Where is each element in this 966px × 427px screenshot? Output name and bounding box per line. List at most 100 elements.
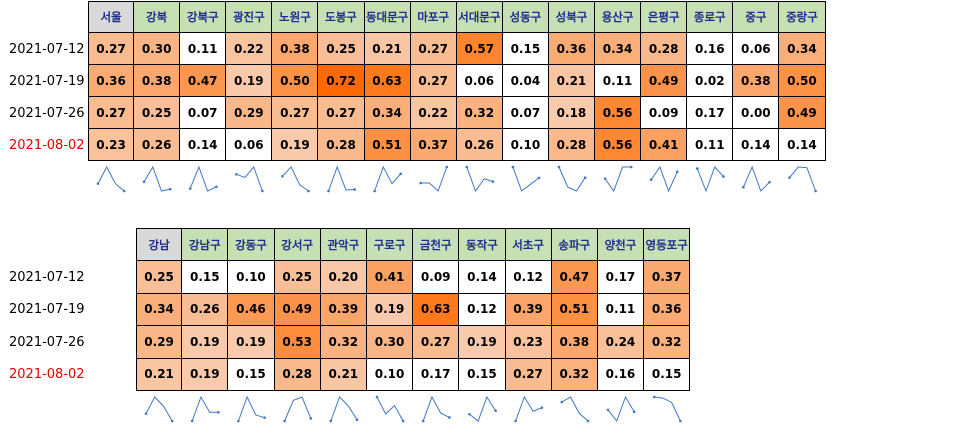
sparkline-point <box>632 410 636 414</box>
value-cell: 0.38 <box>551 326 598 359</box>
sparkline <box>143 165 171 192</box>
value-cell: 0.14 <box>459 261 506 294</box>
column-header: 서초구 <box>505 228 552 261</box>
value-cell: 0.38 <box>272 33 319 65</box>
value-cell: 0.28 <box>641 33 688 65</box>
value-cell: 0.51 <box>551 293 598 326</box>
sparkline-point <box>263 416 266 419</box>
sparkline-point <box>788 176 791 179</box>
value-cell: 0.28 <box>274 358 321 391</box>
column-header: 강남구 <box>182 228 229 261</box>
column-header: 강남 <box>136 228 183 261</box>
sparkline-point <box>511 165 515 169</box>
sparkline-point <box>676 170 679 174</box>
row-date: 2021-07-19 <box>9 73 85 89</box>
value-cell: 0.15 <box>644 358 691 391</box>
value-cell: 0.17 <box>413 358 460 391</box>
sparkline <box>607 395 635 423</box>
value-cell: 0.02 <box>687 65 734 97</box>
sparkline-point <box>603 177 607 181</box>
column-header: 관악구 <box>320 228 367 261</box>
value-cell: 0.23 <box>505 326 552 359</box>
value-cell: 0.34 <box>595 33 642 65</box>
value-cell: 0.21 <box>136 358 183 391</box>
table-corner <box>0 1 88 33</box>
sparkline <box>374 165 402 192</box>
value-cell: 0.27 <box>413 326 460 359</box>
value-cell: 0.11 <box>597 293 645 326</box>
column-header: 중랑구 <box>779 1 826 33</box>
sparkline-point <box>491 180 495 183</box>
value-cell: 0.09 <box>413 261 460 294</box>
value-cell: 0.20 <box>320 261 367 294</box>
top-table: 서울 강북 강북구 광진구 노원구 도봉구 동대문구 마포구 서대문구 성동구 성북구 용산구 은평구 종… <box>0 1 826 161</box>
column-header: 강동구 <box>228 228 275 261</box>
sparkline <box>422 395 450 422</box>
sparkline-point <box>235 173 238 176</box>
sparkline-point <box>307 189 310 193</box>
value-cell: 0.12 <box>459 293 506 326</box>
sparkline <box>97 165 125 192</box>
value-cell: 0.21 <box>320 358 367 391</box>
value-cell: 0.32 <box>320 326 367 359</box>
value-cell: 0.32 <box>456 97 503 129</box>
value-cell: 0.23 <box>88 129 135 161</box>
sparkline-point <box>696 167 699 170</box>
sparkline-point <box>540 406 544 409</box>
value-cell: 0.49 <box>641 65 688 97</box>
sparkline <box>789 166 817 192</box>
value-cell: 0.15 <box>228 358 275 391</box>
value-cell: 0.72 <box>318 65 365 97</box>
sparkline-point <box>401 419 405 423</box>
value-cell: 0.25 <box>136 261 183 294</box>
value-cell: 0.36 <box>88 65 135 97</box>
sparkline-point <box>373 189 376 193</box>
sparkline-point <box>465 165 469 169</box>
value-cell: 0.14 <box>779 129 826 161</box>
value-cell: 0.19 <box>459 326 506 359</box>
sparkline-point <box>419 181 423 185</box>
sparkline-point <box>514 419 517 423</box>
column-header: 용산구 <box>595 1 642 33</box>
value-cell: 0.21 <box>364 33 411 65</box>
value-cell: 0.07 <box>502 97 549 129</box>
value-cell: 0.34 <box>136 293 183 326</box>
sparkline <box>512 166 540 192</box>
sparkline-point <box>652 395 656 399</box>
value-cell: 0.37 <box>644 261 691 294</box>
sparkline-point <box>355 418 359 422</box>
sparkline <box>237 395 265 422</box>
value-cell: 0.30 <box>134 33 181 65</box>
sparkline-point <box>96 182 100 185</box>
value-cell: 0.26 <box>182 293 229 326</box>
sparkline <box>654 396 681 422</box>
sparkline-point <box>144 412 148 415</box>
sparkline-point <box>188 187 192 190</box>
sparkline <box>742 165 770 192</box>
value-cell: 0.19 <box>182 358 229 391</box>
value-cell: 0.47 <box>551 261 598 294</box>
value-cell: 0.15 <box>182 261 229 294</box>
sparkline-point <box>606 408 610 412</box>
value-cell: 0.27 <box>410 33 457 65</box>
sparkline <box>282 166 309 192</box>
sparkline-point <box>261 189 264 193</box>
sparkline <box>650 165 678 193</box>
value-cell: 0.17 <box>597 261 645 294</box>
column-header: 성북구 <box>548 1 596 33</box>
value-cell: 0.19 <box>228 326 275 359</box>
sparkline <box>604 166 632 193</box>
column-header: 도봉구 <box>318 1 365 33</box>
sparkline-point <box>768 180 771 184</box>
value-cell: 0.11 <box>180 33 227 65</box>
value-cell: 0.63 <box>413 293 460 326</box>
sparkline-point <box>586 419 590 423</box>
value-cell: 0.49 <box>779 97 826 129</box>
value-cell: 0.16 <box>597 358 645 391</box>
sparkline <box>376 396 404 422</box>
value-cell: 0.19 <box>226 65 273 97</box>
value-cell: 0.32 <box>551 358 598 391</box>
value-cell: 0.27 <box>318 97 365 129</box>
value-cell: 0.34 <box>364 97 411 129</box>
value-cell: 0.27 <box>88 33 135 65</box>
